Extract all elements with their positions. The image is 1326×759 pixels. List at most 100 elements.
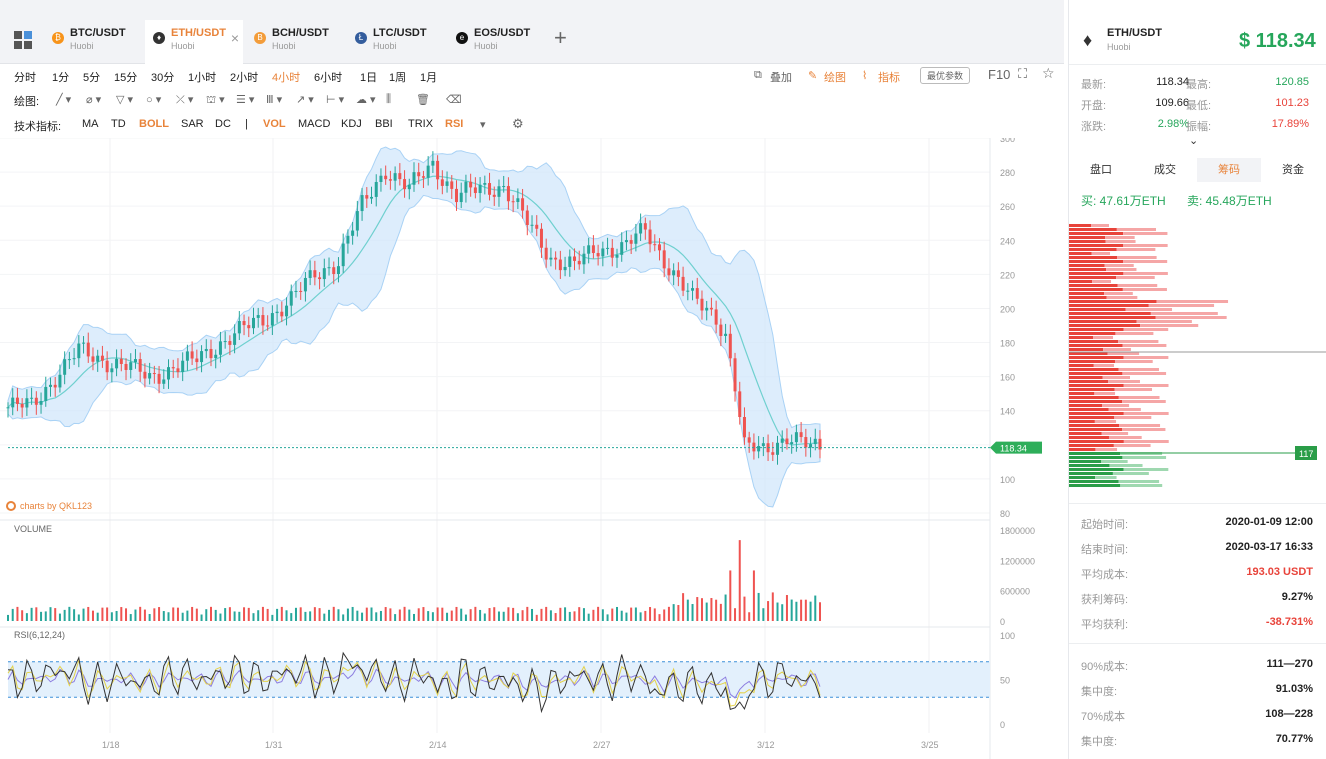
draw-tool-12-icon[interactable]: 🗑 xyxy=(416,94,430,106)
candle xyxy=(346,229,350,254)
indicator-0[interactable]: MA xyxy=(82,118,99,130)
tab-bar: ₿ BTC/USDT Huobi ♦ ETH/USDT Huobi × B BCH/USDT Hu… xyxy=(0,0,1064,64)
draw-tool-8-icon[interactable]: ↗ ▾ xyxy=(296,94,314,106)
volume-bar xyxy=(139,606,142,621)
volume-bar xyxy=(630,607,633,621)
draw-button-icon: ✎ xyxy=(808,70,818,82)
settings-gear-icon[interactable]: ⚙ xyxy=(512,116,524,131)
volume-bar xyxy=(762,608,765,621)
price-chart[interactable]: 30028026024022020018016014012010080118.3… xyxy=(0,138,1064,759)
volume-bar xyxy=(313,607,316,621)
indicator-label: 技术指标: xyxy=(14,121,62,133)
chip-bar xyxy=(1069,236,1106,239)
draw-tool-7-icon[interactable]: Ⅲ ▾ xyxy=(266,94,283,106)
timeframe-10[interactable]: 1周 xyxy=(389,72,407,84)
sidebar-tab-2[interactable]: 筹码 xyxy=(1197,158,1261,182)
candle xyxy=(719,318,723,347)
chip-bar xyxy=(1069,436,1109,439)
draw-tool-6-icon[interactable]: ☰ ▾ xyxy=(236,94,255,106)
chip-distribution: 117 xyxy=(1069,224,1326,487)
tab-eth-usdt[interactable]: ♦ ETH/USDT Huobi × xyxy=(145,20,243,64)
candle xyxy=(34,391,38,415)
timeframe-2[interactable]: 5分 xyxy=(83,72,101,84)
indicator-11[interactable]: RSI xyxy=(445,118,464,130)
favorite-star-icon[interactable]: ☆ xyxy=(1042,65,1055,81)
sidebar-tab-1[interactable]: 成交 xyxy=(1154,164,1176,176)
candle xyxy=(332,261,336,285)
draw-tool-1-icon[interactable]: ⌀ ▾ xyxy=(86,94,102,106)
indicator-9[interactable]: BBI xyxy=(375,118,393,130)
draw-button[interactable]: 绘图 xyxy=(824,72,846,84)
draw-tool-13-icon[interactable]: ⌫ xyxy=(446,94,462,106)
x-tick: 2/14 xyxy=(429,740,447,750)
chip-bar-light xyxy=(1123,260,1168,263)
f10-button[interactable]: F10 xyxy=(988,67,1011,82)
chip-bar xyxy=(1069,428,1123,431)
chip-bar-light xyxy=(1091,224,1109,227)
indicator-4[interactable]: DC xyxy=(215,118,231,130)
overlay-button[interactable]: 叠加 xyxy=(770,72,792,84)
indicator-1[interactable]: TD xyxy=(111,118,126,130)
fullscreen-icon[interactable]: ⛶ xyxy=(1018,66,1028,81)
draw-tool-9-icon[interactable]: ⊢ ▾ xyxy=(326,94,345,106)
timeframe-0[interactable]: 分时 xyxy=(14,72,36,84)
volume-bar xyxy=(228,607,231,621)
timeframe-8[interactable]: 6小时 xyxy=(314,72,343,84)
chip-bar-light xyxy=(1150,312,1218,315)
tab-bch-usdt[interactable]: B BCH/USDT Huobi xyxy=(246,20,344,64)
timeframe-5[interactable]: 1小时 xyxy=(188,72,217,84)
timeframe-6[interactable]: 2小时 xyxy=(230,72,259,84)
chip-bar xyxy=(1069,416,1115,419)
apps-grid-icon[interactable] xyxy=(14,31,34,51)
info-value: -38.731% xyxy=(1265,616,1313,628)
draw-tool-10-icon[interactable]: ☁ ▾ xyxy=(356,94,376,106)
close-tab-icon[interactable]: × xyxy=(230,30,239,46)
volume-bar xyxy=(653,608,656,621)
indicator-7[interactable]: MACD xyxy=(298,118,331,130)
expand-chevron-icon[interactable]: ⌄ xyxy=(1189,135,1199,147)
volume-bar xyxy=(54,608,57,621)
draw-tool-0-icon[interactable]: ╱ ▾ xyxy=(56,94,72,106)
timeframe-9[interactable]: 1日 xyxy=(360,72,378,84)
indicator-6[interactable]: VOL xyxy=(263,118,286,130)
sidebar-tab-0[interactable]: 盘口 xyxy=(1090,164,1112,176)
candle xyxy=(535,215,539,237)
timeframe-3[interactable]: 15分 xyxy=(114,72,138,84)
draw-tool-5-icon[interactable]: ⛫ ▾ xyxy=(206,94,225,106)
indicator-2[interactable]: BOLL xyxy=(139,118,169,130)
candle xyxy=(554,251,558,270)
tab-ltc-usdt[interactable]: Ł LTC/USDT Huobi xyxy=(347,20,445,64)
candle xyxy=(256,307,260,328)
draw-tool-3-icon[interactable]: ○ ▾ xyxy=(146,94,162,106)
candle xyxy=(167,359,171,389)
timeframe-11[interactable]: 1月 xyxy=(420,72,438,84)
timeframe-1[interactable]: 1分 xyxy=(52,72,70,84)
timeframe-4[interactable]: 30分 xyxy=(151,72,175,84)
volume-bar xyxy=(795,601,798,621)
volume-bar xyxy=(143,609,146,621)
candle xyxy=(582,246,586,274)
candle xyxy=(488,172,492,201)
candle xyxy=(336,257,340,283)
draw-tool-2-icon[interactable]: ▽ ▾ xyxy=(116,94,134,106)
add-tab-icon[interactable]: + xyxy=(554,25,567,50)
info-label: 起始时间: xyxy=(1081,519,1129,531)
candle xyxy=(157,365,161,394)
draw-tool-4-icon[interactable]: ⤫ ▾ xyxy=(176,94,194,106)
info2-value: 70.77% xyxy=(1275,733,1313,745)
indicator-dropdown-icon[interactable]: ▾ xyxy=(480,119,486,131)
tab-btc-usdt[interactable]: ₿ BTC/USDT Huobi xyxy=(44,20,142,64)
indicator-button[interactable]: 指标 xyxy=(878,72,900,84)
volume-bar xyxy=(469,609,472,621)
candle xyxy=(596,244,600,266)
candle xyxy=(11,388,15,416)
price-tick: 80 xyxy=(1000,509,1010,519)
timeframe-7[interactable]: 4小时 xyxy=(272,72,301,84)
sidebar-tab-3[interactable]: 资金 xyxy=(1282,164,1304,176)
indicator-8[interactable]: KDJ xyxy=(341,118,362,130)
indicator-10[interactable]: TRIX xyxy=(408,118,434,130)
params-button[interactable]: 最优参数 xyxy=(920,67,971,84)
tab-eos-usdt[interactable]: e EOS/USDT Huobi xyxy=(448,20,546,64)
indicator-3[interactable]: SAR xyxy=(181,118,204,130)
draw-tool-11-icon[interactable]: ⫼ xyxy=(386,93,392,105)
